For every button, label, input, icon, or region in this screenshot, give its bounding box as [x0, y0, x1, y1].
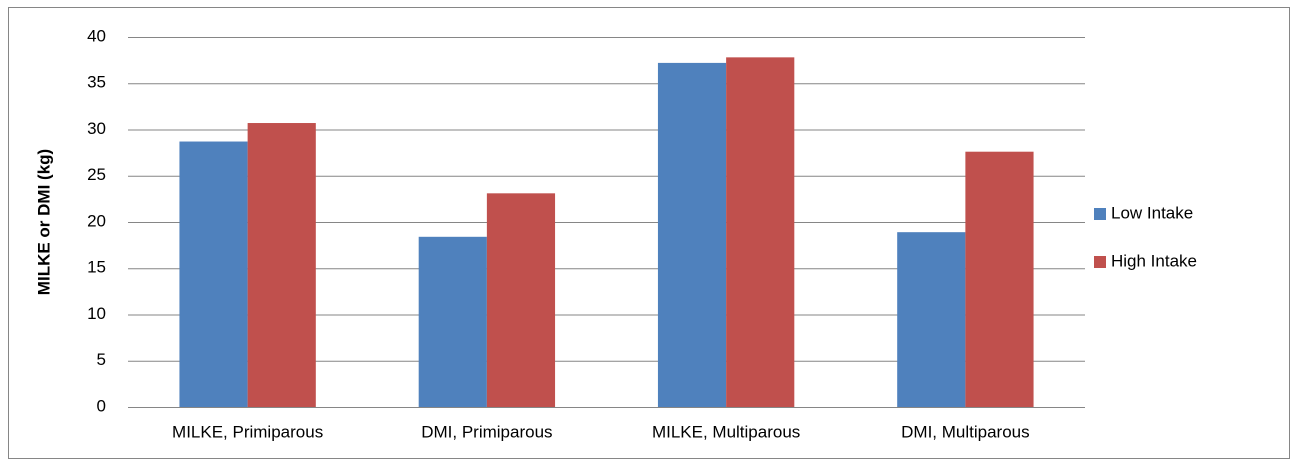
y-tick-label: 20 [87, 211, 106, 230]
x-tick-label: MILKE, Primiparous [172, 422, 323, 441]
y-tick-label: 5 [97, 350, 106, 369]
bar [657, 62, 727, 408]
bar [418, 236, 487, 407]
x-tick-label: MILKE, Multiparous [652, 422, 800, 441]
y-tick-label: 30 [87, 119, 106, 138]
bar [486, 193, 556, 407]
y-tick-label: 25 [87, 165, 106, 184]
bar [179, 141, 248, 407]
legend-swatch [1094, 208, 1106, 220]
y-tick-label: 15 [87, 258, 106, 277]
x-tick-label: DMI, Multiparous [901, 422, 1029, 441]
bar [247, 123, 316, 408]
x-tick-label: DMI, Primiparous [421, 422, 552, 441]
y-tick-label: 40 [87, 26, 106, 45]
y-tick-label: 35 [87, 73, 106, 92]
bar [897, 232, 966, 407]
bar [965, 151, 1034, 407]
y-tick-label: 0 [97, 396, 106, 415]
y-tick-label: 10 [87, 304, 106, 323]
bar [726, 57, 795, 407]
legend-label: High Intake [1111, 251, 1197, 270]
y-axis-title: MILKE or DMI (kg) [34, 149, 53, 295]
legend-label: Low Intake [1111, 203, 1193, 222]
legend-swatch [1094, 256, 1106, 268]
